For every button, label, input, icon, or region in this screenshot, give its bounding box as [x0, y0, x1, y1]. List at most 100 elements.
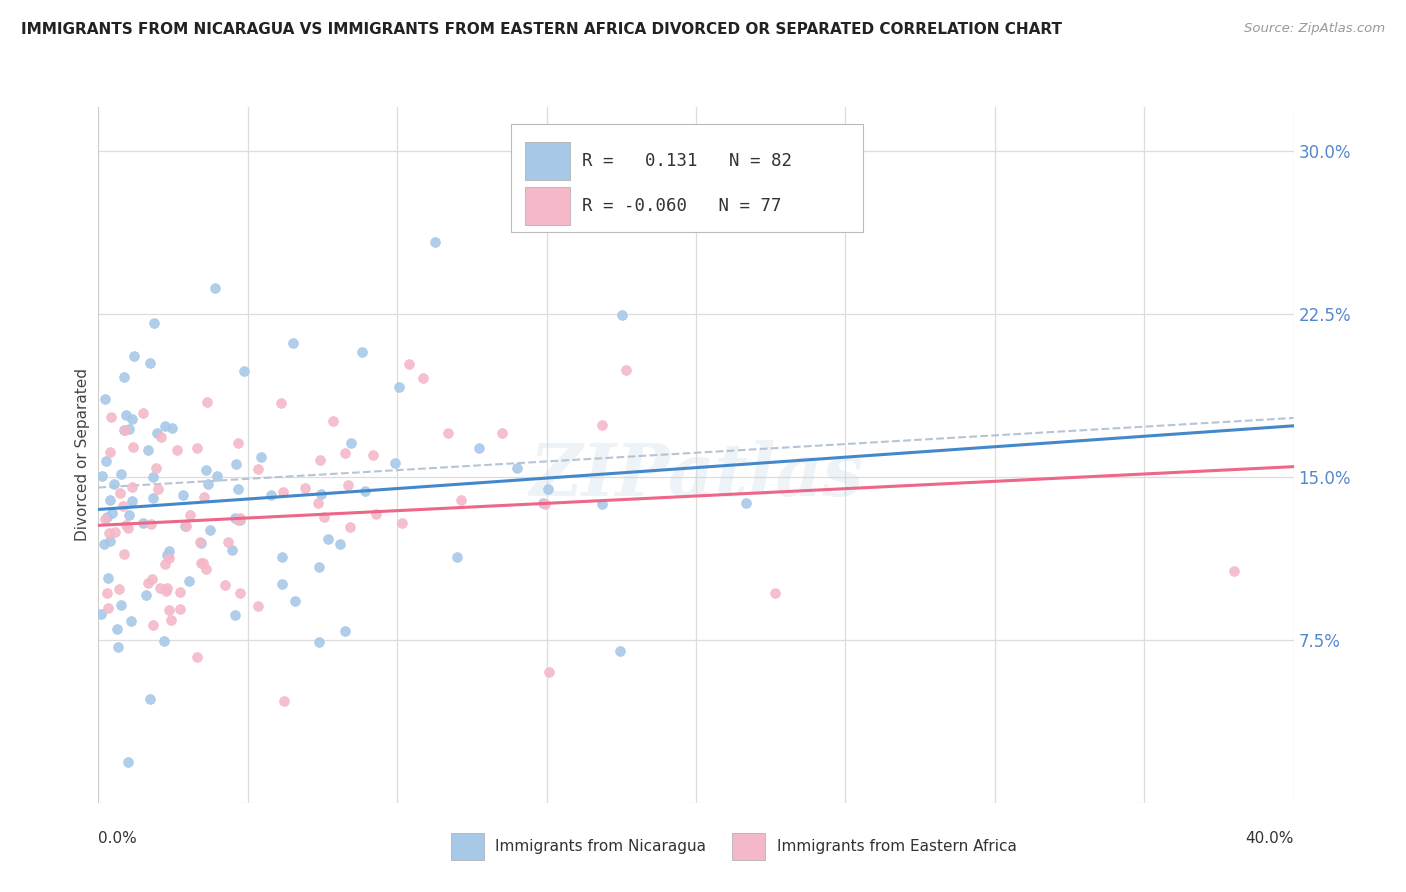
- Bar: [524, 187, 571, 226]
- Point: [118, 421, 141, 435]
- Point: [204, 281, 226, 295]
- Point: [155, 548, 177, 562]
- Point: [537, 482, 560, 496]
- Point: [179, 508, 201, 523]
- Point: [97, 601, 120, 615]
- Text: R = -0.060   N = 77: R = -0.060 N = 77: [582, 197, 782, 215]
- Point: [436, 425, 458, 440]
- Point: [121, 481, 143, 495]
- Point: [491, 425, 513, 440]
- Point: [146, 482, 169, 496]
- Point: [591, 498, 613, 512]
- Point: [90, 607, 112, 621]
- Point: [96, 585, 118, 599]
- Point: [538, 665, 561, 680]
- Text: R =   0.131   N = 82: R = 0.131 N = 82: [582, 152, 793, 169]
- Point: [195, 462, 218, 476]
- Point: [117, 520, 139, 534]
- Point: [412, 371, 434, 385]
- Point: [423, 235, 446, 250]
- Point: [197, 477, 219, 491]
- Point: [135, 588, 157, 602]
- Point: [118, 508, 141, 523]
- Point: [259, 488, 281, 502]
- Point: [98, 445, 121, 459]
- Bar: [524, 142, 571, 180]
- Point: [160, 421, 183, 435]
- Text: 0.0%: 0.0%: [98, 830, 138, 846]
- Point: [229, 513, 252, 527]
- Point: [159, 613, 181, 627]
- Point: [195, 562, 218, 576]
- Point: [104, 524, 127, 539]
- Point: [121, 494, 143, 508]
- Point: [190, 535, 212, 549]
- Point: [114, 424, 136, 438]
- Point: [190, 556, 212, 570]
- Point: [153, 419, 176, 434]
- Point: [193, 490, 215, 504]
- Point: [308, 635, 330, 649]
- Text: Immigrants from Nicaragua: Immigrants from Nicaragua: [495, 839, 706, 855]
- Point: [214, 577, 236, 591]
- Point: [294, 481, 316, 495]
- Point: [186, 441, 208, 455]
- Point: [142, 491, 165, 505]
- Point: [122, 349, 145, 363]
- Point: [94, 512, 117, 526]
- Point: [284, 594, 307, 608]
- Point: [142, 618, 165, 632]
- Point: [270, 577, 292, 591]
- Point: [391, 516, 413, 530]
- Point: [246, 461, 269, 475]
- Point: [145, 461, 167, 475]
- Point: [468, 441, 491, 455]
- Point: [333, 445, 356, 459]
- Point: [108, 582, 131, 596]
- Point: [224, 607, 246, 622]
- Point: [155, 584, 177, 599]
- Point: [90, 468, 112, 483]
- Point: [141, 572, 163, 586]
- Point: [110, 598, 132, 612]
- Point: [308, 560, 330, 574]
- Point: [96, 510, 118, 524]
- Point: [112, 547, 135, 561]
- Point: [233, 364, 256, 378]
- Point: [311, 487, 333, 501]
- Point: [335, 624, 357, 638]
- Point: [309, 453, 332, 467]
- Point: [98, 526, 121, 541]
- Point: [120, 615, 142, 629]
- Point: [1222, 564, 1246, 578]
- Point: [312, 510, 335, 524]
- Text: Immigrants from Eastern Africa: Immigrants from Eastern Africa: [778, 839, 1017, 855]
- Point: [139, 692, 162, 706]
- Text: 40.0%: 40.0%: [1246, 830, 1294, 846]
- Bar: [451, 833, 485, 860]
- Point: [98, 493, 121, 508]
- Point: [157, 603, 180, 617]
- Y-axis label: Divorced or Separated: Divorced or Separated: [75, 368, 90, 541]
- Point: [307, 495, 329, 509]
- Point: [174, 519, 197, 533]
- Point: [115, 408, 138, 422]
- Point: [100, 409, 122, 424]
- Point: [172, 487, 194, 501]
- Point: [195, 394, 218, 409]
- Point: [531, 496, 554, 510]
- Point: [110, 467, 132, 482]
- Point: [132, 407, 155, 421]
- Point: [224, 510, 246, 524]
- Text: Source: ZipAtlas.com: Source: ZipAtlas.com: [1244, 22, 1385, 36]
- Point: [101, 506, 124, 520]
- Bar: [733, 833, 765, 860]
- Point: [169, 602, 191, 616]
- Point: [136, 442, 159, 457]
- Point: [157, 550, 180, 565]
- Point: [107, 640, 129, 654]
- Point: [193, 556, 215, 570]
- Point: [149, 582, 172, 596]
- Point: [271, 484, 294, 499]
- Point: [139, 517, 162, 532]
